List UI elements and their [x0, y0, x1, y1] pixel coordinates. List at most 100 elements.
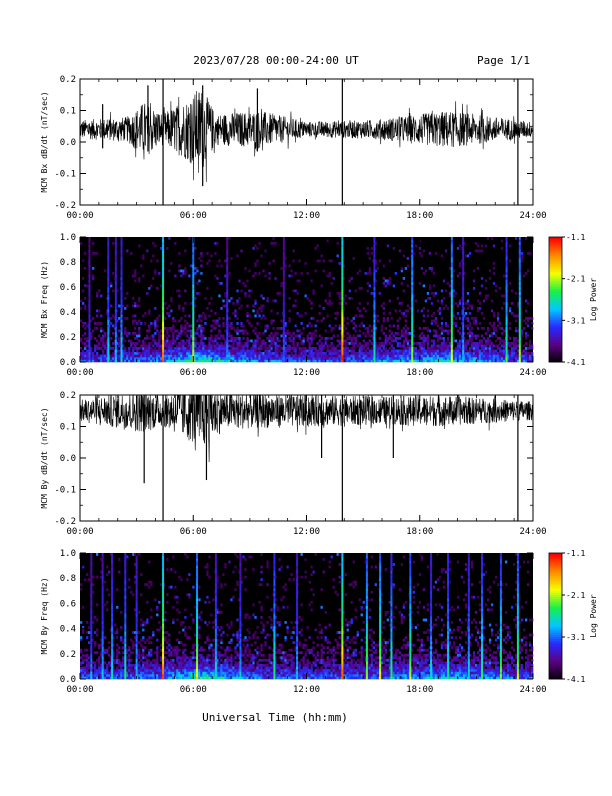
spectrogram-cell	[170, 300, 172, 303]
spectrogram-cell	[242, 330, 244, 333]
spectrogram-cell	[144, 342, 146, 345]
spectrogram-cell	[196, 342, 198, 345]
spectrogram-cell	[457, 345, 459, 348]
spectrogram-cell	[272, 352, 274, 355]
spectrogram-cell	[313, 357, 315, 360]
spectrogram-cell	[190, 613, 192, 616]
spectrogram-cell	[212, 674, 214, 677]
spectrogram-cell	[128, 676, 130, 679]
spectrogram-cell	[503, 350, 505, 353]
spectrogram-cell	[501, 340, 503, 343]
spectrogram-cell	[188, 350, 190, 353]
spectrogram-cell	[164, 360, 166, 363]
spectrogram-cell	[116, 588, 118, 591]
spectrogram-cell	[116, 631, 118, 634]
spectrogram-cell	[353, 257, 355, 260]
spectrogram-cell	[212, 347, 214, 350]
spectrogram-cell	[302, 355, 304, 358]
spectrogram-cell	[359, 352, 361, 355]
spectrogram-cell	[222, 355, 224, 358]
spectrogram-cell	[465, 355, 467, 358]
spectrogram-cell	[491, 237, 493, 240]
spectrogram-cell	[226, 624, 228, 627]
spectrogram-cell	[321, 352, 323, 355]
event-stripe-cell	[226, 247, 228, 250]
spectrogram-cell	[469, 355, 471, 358]
event-stripe-cell	[283, 357, 285, 360]
spectrogram-cell	[443, 342, 445, 345]
spectrogram-cell	[423, 320, 425, 323]
spectrogram-cell	[92, 252, 94, 255]
spectrogram-cell	[102, 360, 104, 363]
spectrogram-cell	[144, 674, 146, 677]
spectrogram-cell	[132, 275, 134, 278]
spectrogram-cell	[140, 593, 142, 596]
spectrogram-cell	[218, 317, 220, 320]
spectrogram-cell	[331, 330, 333, 333]
event-stripe-cell	[451, 352, 453, 355]
spectrogram-cell	[118, 337, 120, 340]
spectrogram-cell	[142, 646, 144, 649]
spectrogram-cell	[499, 327, 501, 330]
spectrogram-cell	[325, 352, 327, 355]
event-stripe-cell	[341, 275, 343, 278]
spectrogram-cell	[218, 654, 220, 657]
spectrogram-cell	[184, 666, 186, 669]
spectrogram-cell	[96, 651, 98, 654]
event-stripe-cell	[451, 317, 453, 320]
event-stripe-cell	[283, 317, 285, 320]
spectrogram-cell	[377, 350, 379, 353]
event-stripe-cell	[411, 252, 413, 255]
event-stripe-cell	[373, 285, 375, 288]
event-stripe-cell	[192, 297, 194, 300]
spectrogram-cell	[435, 317, 437, 320]
event-stripe-cell	[115, 347, 117, 350]
spectrogram-cell	[250, 355, 252, 358]
spectrogram-cell	[88, 656, 90, 659]
spectrogram-cell	[200, 260, 202, 263]
event-stripe-cell	[451, 272, 453, 275]
spectrogram-cell	[220, 342, 222, 345]
spectrogram-cell	[202, 352, 204, 355]
event-stripe-cell	[283, 257, 285, 260]
spectrogram-cell	[214, 352, 216, 355]
spectrogram-cell	[184, 669, 186, 672]
spectrogram-cell	[200, 664, 202, 667]
spectrogram-cell	[98, 347, 100, 350]
spectrogram-cell	[202, 350, 204, 353]
spectrogram-cell	[351, 297, 353, 300]
spectrogram-cell	[499, 287, 501, 290]
spectrogram-cell	[126, 305, 128, 308]
spectrogram-cell	[475, 250, 477, 253]
spectrogram-cell	[359, 342, 361, 345]
spectrogram-cell	[307, 272, 309, 275]
event-stripe-cell	[411, 360, 413, 363]
spectrogram-cell	[367, 252, 369, 255]
spectrogram-cell	[509, 245, 511, 248]
spectrogram-cell	[98, 342, 100, 345]
spectrogram-cell	[178, 674, 180, 677]
spectrogram-cell	[475, 320, 477, 323]
spectrogram-cell	[198, 342, 200, 345]
spectrogram-cell	[385, 280, 387, 283]
spectrogram-cell	[377, 267, 379, 270]
spectrogram-cell	[327, 275, 329, 278]
spectrogram-cell	[102, 337, 104, 340]
spectrogram-cell	[86, 636, 88, 639]
spectrogram-cell	[485, 295, 487, 298]
event-stripe-cell	[121, 330, 123, 333]
spectrogram-cell	[363, 347, 365, 350]
spectrogram-cell	[212, 664, 214, 667]
spectrogram-cell	[82, 674, 84, 677]
spectrogram-cell	[142, 347, 144, 350]
event-stripe-cell	[107, 252, 109, 255]
spectrogram-cell	[501, 352, 503, 355]
spectrogram-cell	[523, 345, 525, 348]
spectrogram-cell	[210, 352, 212, 355]
spectrogram-cell	[459, 245, 461, 248]
event-stripe-cell	[519, 237, 521, 240]
x-tick-label: 24:00	[519, 368, 546, 378]
spectrogram-cell	[395, 332, 397, 335]
spectrogram-cell	[443, 297, 445, 300]
spectrogram-cell	[357, 335, 359, 338]
